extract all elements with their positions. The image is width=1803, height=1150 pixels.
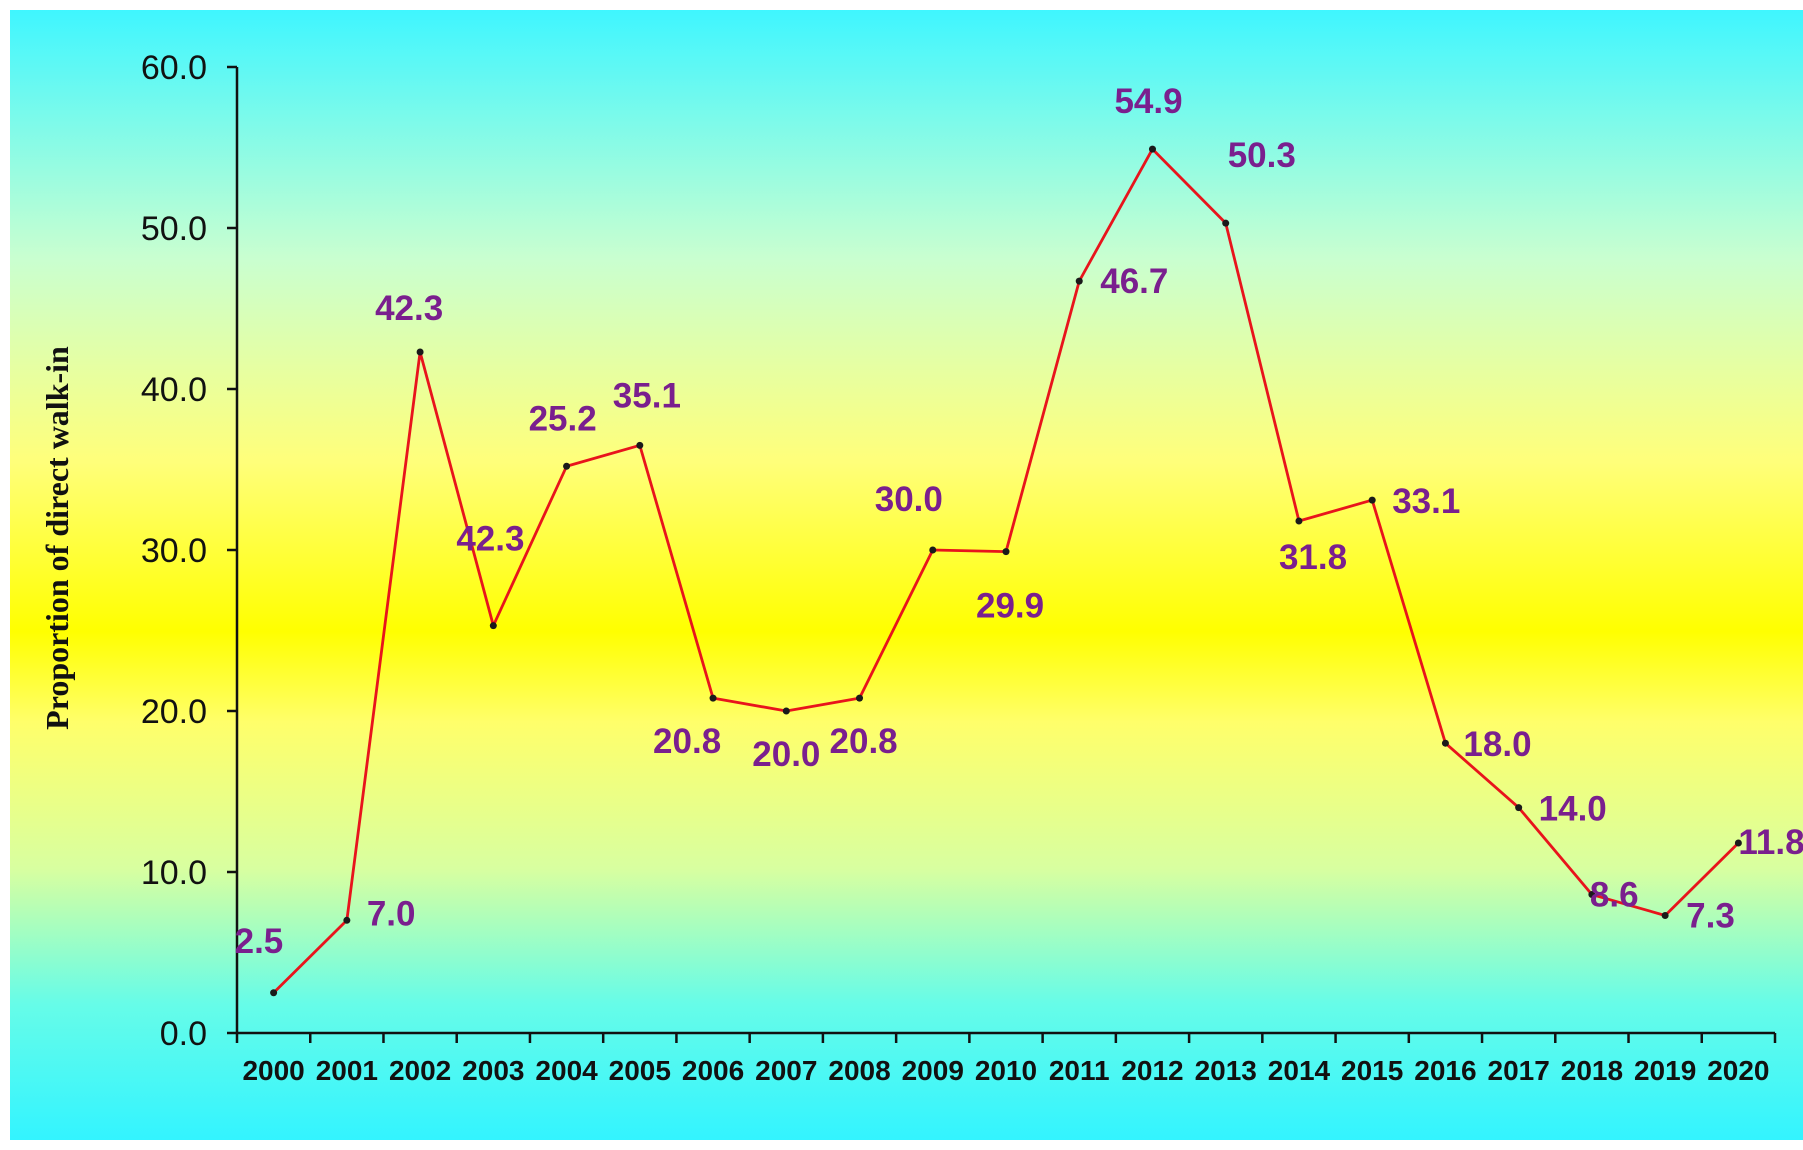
x-tick-label: 2006 bbox=[682, 1055, 744, 1086]
data-label: 11.8 bbox=[1738, 823, 1803, 862]
x-tick-label: 2017 bbox=[1488, 1055, 1550, 1086]
x-tick-label: 2013 bbox=[1195, 1055, 1257, 1086]
y-axis-title: Proportion of direct walk-in bbox=[39, 346, 75, 730]
data-point bbox=[1441, 739, 1449, 747]
x-tick-label: 2004 bbox=[535, 1055, 598, 1086]
data-point bbox=[1148, 145, 1156, 153]
data-label: 31.8 bbox=[1279, 538, 1347, 577]
data-label: 35.1 bbox=[613, 376, 681, 415]
data-label: 14.0 bbox=[1539, 790, 1607, 829]
x-tick-label: 2002 bbox=[389, 1055, 451, 1086]
data-point bbox=[929, 546, 937, 554]
data-point bbox=[1734, 839, 1742, 847]
chart-background bbox=[10, 10, 1803, 1140]
data-label: 2.5 bbox=[235, 922, 284, 961]
data-label: 42.3 bbox=[375, 289, 443, 328]
data-point bbox=[1075, 277, 1083, 285]
y-tick-label: 0.0 bbox=[160, 1015, 207, 1053]
data-label: 25.2 bbox=[529, 399, 597, 438]
x-tick-label: 2001 bbox=[316, 1055, 378, 1086]
data-label: 50.3 bbox=[1228, 136, 1296, 175]
data-point bbox=[1588, 891, 1596, 899]
data-point bbox=[636, 441, 644, 449]
x-tick-label: 2009 bbox=[902, 1055, 964, 1086]
data-point bbox=[1661, 911, 1669, 919]
data-label: 46.7 bbox=[1100, 262, 1168, 301]
data-label: 20.8 bbox=[830, 722, 898, 761]
x-tick-label: 2008 bbox=[828, 1055, 890, 1086]
data-point bbox=[1295, 517, 1303, 525]
y-tick-label: 60.0 bbox=[141, 49, 207, 87]
x-tick-label: 2019 bbox=[1634, 1055, 1696, 1086]
y-tick-label: 10.0 bbox=[141, 854, 207, 892]
data-point bbox=[1515, 804, 1523, 812]
data-point bbox=[416, 348, 424, 356]
data-label: 33.1 bbox=[1392, 482, 1460, 521]
data-label: 20.0 bbox=[752, 735, 820, 774]
y-tick-label: 20.0 bbox=[141, 693, 207, 731]
data-label: 18.0 bbox=[1463, 725, 1531, 764]
series bbox=[270, 145, 1742, 997]
data-labels: 2.5 7.0 42.3 42.3 25.2 35.1 20.8 20.0 20.8 30.0 29… bbox=[235, 82, 1803, 961]
x-tick-label: 2005 bbox=[609, 1055, 671, 1086]
data-label: 7.3 bbox=[1686, 896, 1735, 935]
x-tick-label: 2018 bbox=[1561, 1055, 1623, 1086]
x-tick-label: 2012 bbox=[1121, 1055, 1183, 1086]
x-tick-label: 2015 bbox=[1341, 1055, 1403, 1086]
data-label: 7.0 bbox=[367, 894, 416, 933]
y-axis: 0.0 10.0 20.0 30.0 40.0 50.0 60.0 bbox=[141, 49, 239, 1053]
data-label: 29.9 bbox=[976, 587, 1044, 626]
series-line bbox=[272, 147, 1740, 994]
data-label: 54.9 bbox=[1114, 82, 1182, 121]
y-tick-label: 50.0 bbox=[141, 210, 207, 248]
data-label: 42.3 bbox=[456, 520, 524, 559]
x-axis: 2000 2001 2002 2003 2004 2005 2006 2007 2008 2009… bbox=[235, 1031, 1777, 1086]
y-tick-label: 30.0 bbox=[141, 532, 207, 570]
data-label: 20.8 bbox=[653, 722, 721, 761]
data-label: 8.6 bbox=[1590, 876, 1639, 915]
x-tick-label: 2020 bbox=[1707, 1055, 1769, 1086]
y-tick-label: 40.0 bbox=[141, 371, 207, 409]
data-label: 30.0 bbox=[875, 480, 943, 519]
x-tick-label: 2011 bbox=[1049, 1055, 1110, 1086]
data-point bbox=[1368, 496, 1376, 504]
x-tick-label: 2016 bbox=[1414, 1055, 1476, 1086]
x-tick-label: 2000 bbox=[242, 1055, 304, 1086]
data-point bbox=[343, 916, 351, 924]
data-point bbox=[489, 622, 497, 630]
data-point bbox=[856, 694, 864, 702]
x-tick-label: 2003 bbox=[462, 1055, 524, 1086]
data-point bbox=[1222, 219, 1230, 227]
data-point bbox=[709, 694, 717, 702]
x-tick-label: 2010 bbox=[975, 1055, 1037, 1086]
x-tick-label: 2007 bbox=[755, 1055, 817, 1086]
data-point bbox=[782, 707, 790, 715]
data-point bbox=[1002, 548, 1010, 556]
data-point bbox=[563, 462, 571, 470]
data-point bbox=[270, 989, 278, 997]
x-tick-label: 2014 bbox=[1268, 1055, 1331, 1086]
